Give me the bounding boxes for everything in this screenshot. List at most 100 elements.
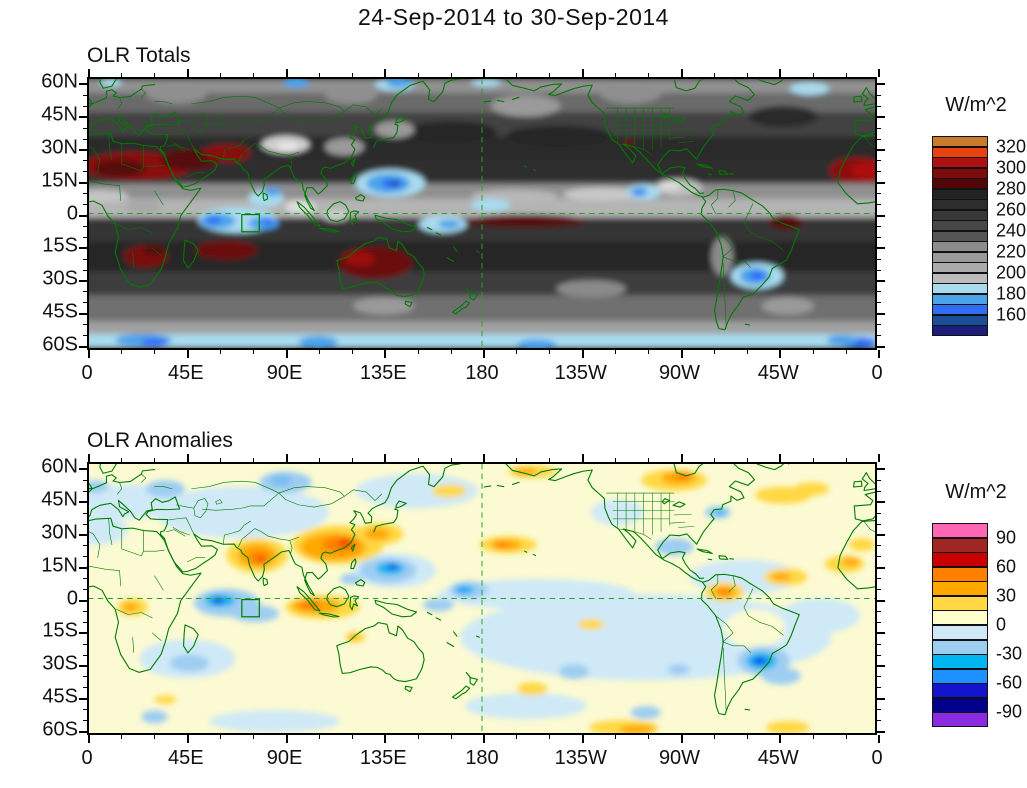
colorbar-anomalies bbox=[932, 523, 988, 728]
x-tick-label: 45E bbox=[167, 747, 204, 769]
axis-tick bbox=[79, 566, 87, 569]
axis-tick bbox=[812, 350, 814, 354]
colorbar-tick-label: 260 bbox=[996, 199, 1027, 220]
colorbar-tick-label: 90 bbox=[996, 527, 1017, 548]
axis-tick bbox=[746, 735, 748, 739]
axis-tick bbox=[83, 258, 87, 260]
axis-tick bbox=[483, 350, 485, 358]
axis-tick bbox=[318, 73, 320, 77]
y-tick-label: 0 bbox=[66, 587, 78, 609]
colorbar-tick-label: 240 bbox=[996, 220, 1027, 241]
axis-tick bbox=[88, 735, 90, 743]
axis-tick bbox=[615, 350, 617, 354]
axis-tick bbox=[483, 735, 485, 743]
colorbar-cell bbox=[932, 283, 988, 295]
axis-tick bbox=[83, 720, 87, 722]
axis-tick bbox=[220, 350, 222, 354]
y-tick-label: 30N bbox=[41, 521, 78, 544]
colorbar-cell bbox=[932, 654, 988, 670]
colorbar-cell bbox=[932, 610, 988, 626]
axis-tick bbox=[79, 148, 87, 151]
axis-tick bbox=[83, 291, 87, 293]
colorbar-cell bbox=[932, 230, 988, 242]
axis-tick bbox=[253, 350, 255, 354]
x-tick-label: 135W bbox=[554, 747, 607, 769]
colorbar-cell bbox=[932, 581, 988, 597]
axis-tick bbox=[83, 94, 87, 96]
colorbar-cell bbox=[932, 683, 988, 699]
axis-tick bbox=[877, 621, 881, 623]
colorbar-cell bbox=[932, 209, 988, 221]
axis-tick bbox=[79, 599, 87, 602]
axis-tick bbox=[83, 621, 87, 623]
colorbar-cell bbox=[932, 304, 988, 316]
axis-tick bbox=[680, 454, 683, 462]
axis-tick bbox=[615, 73, 617, 77]
colorbar-cell bbox=[932, 188, 988, 200]
axis-tick bbox=[83, 324, 87, 326]
axis-tick bbox=[121, 350, 123, 354]
axis-tick bbox=[83, 490, 87, 492]
axis-tick bbox=[351, 73, 353, 77]
colorbar-tick-label: -60 bbox=[996, 672, 1023, 693]
axis-tick bbox=[877, 720, 881, 722]
axis-tick bbox=[680, 350, 683, 358]
axis-tick bbox=[83, 687, 87, 689]
axis-tick bbox=[253, 73, 255, 77]
x-tick-label: 180 bbox=[465, 362, 499, 384]
axis-tick bbox=[877, 709, 881, 711]
colorbar-tick-label: 30 bbox=[996, 585, 1017, 606]
colorbar-tick-label: 0 bbox=[996, 614, 1007, 635]
axis-tick bbox=[285, 454, 288, 462]
colorbar-tick-label: 60 bbox=[996, 556, 1017, 577]
axis-tick bbox=[877, 578, 881, 580]
panel-title-totals: OLR Totals bbox=[87, 44, 191, 67]
axis-tick bbox=[79, 730, 87, 733]
axis-tick bbox=[877, 214, 885, 217]
axis-tick bbox=[877, 138, 881, 140]
x-tick-label: 0 bbox=[871, 362, 883, 384]
axis-tick bbox=[79, 345, 87, 348]
axis-tick bbox=[877, 193, 881, 195]
colorbar-unit-totals: W/m^2 bbox=[945, 94, 1007, 116]
y-tick-label: 30S bbox=[42, 267, 78, 290]
axis-tick bbox=[648, 735, 650, 739]
axis-tick bbox=[83, 610, 87, 612]
colorbar-cell bbox=[932, 697, 988, 713]
axis-tick bbox=[79, 181, 87, 184]
x-tick-label: 90E bbox=[266, 362, 303, 384]
axis-tick bbox=[351, 735, 353, 739]
axis-tick bbox=[285, 69, 288, 77]
axis-tick bbox=[877, 291, 881, 293]
axis-tick bbox=[83, 302, 87, 304]
axis-tick bbox=[417, 73, 419, 77]
axis-tick bbox=[779, 350, 782, 358]
colorbar-totals bbox=[932, 136, 988, 337]
axis-tick bbox=[877, 116, 885, 119]
axis-tick bbox=[877, 83, 885, 86]
olr-anomalies-canvas bbox=[89, 464, 875, 733]
axis-tick bbox=[417, 350, 419, 354]
axis-tick bbox=[549, 458, 551, 462]
axis-tick bbox=[581, 454, 584, 462]
axis-tick bbox=[877, 94, 881, 96]
axis-tick bbox=[318, 735, 320, 739]
coastlines bbox=[89, 464, 875, 716]
axis-tick bbox=[877, 280, 885, 283]
axis-tick bbox=[121, 458, 123, 462]
axis-tick bbox=[746, 350, 748, 354]
axis-tick bbox=[581, 735, 584, 743]
axis-tick bbox=[581, 69, 584, 77]
colorbar-cell bbox=[932, 595, 988, 611]
axis-tick bbox=[384, 735, 387, 743]
axis-tick bbox=[877, 643, 881, 645]
axis-tick bbox=[351, 458, 353, 462]
axis-tick bbox=[79, 501, 87, 504]
colorbar-tick-label: 280 bbox=[996, 178, 1027, 199]
axis-tick bbox=[877, 345, 885, 348]
axis-tick bbox=[79, 665, 87, 668]
axis-tick bbox=[877, 610, 881, 612]
colorbar-tick-label: -30 bbox=[996, 643, 1023, 664]
axis-tick bbox=[483, 454, 485, 462]
axis-tick bbox=[877, 632, 885, 635]
